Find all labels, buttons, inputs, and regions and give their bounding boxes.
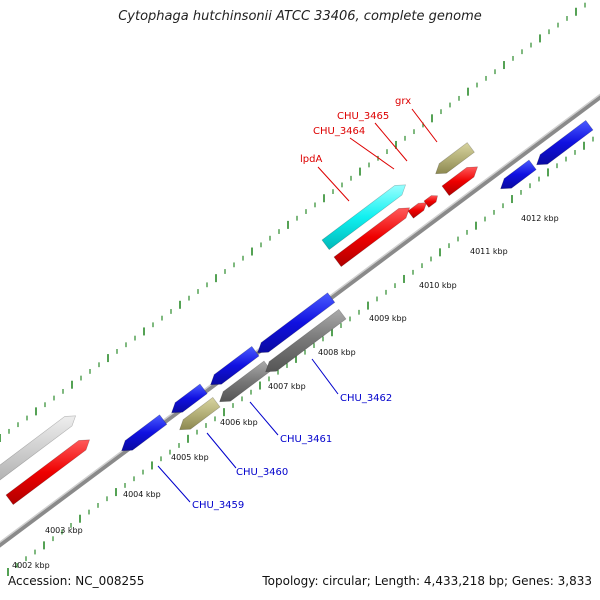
gene-label-reverse: CHU_3461 — [280, 434, 332, 445]
gene-reverse-blue-6 — [536, 119, 594, 166]
label-leader-lines — [157, 108, 438, 503]
leader-line-reverse — [311, 358, 339, 395]
leader-line-reverse — [157, 465, 191, 503]
kbp-label: 4005 kbp — [171, 453, 209, 462]
kbp-label: 4004 kbp — [123, 490, 161, 499]
gene-label-reverse: CHU_3462 — [340, 393, 392, 404]
gene-forward-cyan-lpdA — [321, 184, 407, 251]
kbp-label: 4012 kbp — [521, 214, 559, 223]
gene-label-reverse: CHU_3459 — [192, 500, 244, 511]
gene-forward-red-4 — [423, 195, 438, 208]
gene-reverse-gray-1 — [219, 360, 272, 403]
gene-reverse-blue-4 — [257, 292, 336, 354]
leader-line-forward — [374, 122, 408, 162]
kbp-label: 4003 kbp — [45, 526, 83, 535]
gene-forward-red-2 — [333, 207, 411, 268]
leader-line-forward — [411, 108, 438, 143]
gene-features — [0, 119, 594, 506]
leader-line-reverse — [206, 432, 237, 469]
genome-title: Cytophaga hutchinsonii ATCC 33406, compl… — [118, 9, 482, 24]
gene-label-forward: CHU_3465 — [337, 111, 389, 122]
gene-label-forward: CHU_3464 — [313, 126, 365, 137]
inner-tick-track — [7, 136, 594, 576]
gene-forward-red-5 — [441, 166, 479, 197]
gene-reverse-blue-5 — [500, 159, 537, 190]
gene-label-forward: lpdA — [300, 154, 322, 165]
kbp-label: 4002 kbp — [12, 561, 50, 570]
gene-label-forward: grx — [395, 96, 411, 107]
gene-labels: grx CHU_3465 CHU_3464 lpdA CHU_3459 CHU_3460 C… — [192, 96, 411, 511]
genome-summary: Topology: circular; Length: 4,433,218 bp… — [262, 574, 592, 588]
kbp-label: 4011 kbp — [470, 247, 508, 256]
leader-line-forward — [317, 166, 350, 202]
gene-reverse-blue-2 — [171, 383, 208, 414]
kbp-label: 4007 kbp — [268, 382, 306, 391]
gene-reverse-olive-1 — [179, 396, 221, 431]
gene-forward-olive-grx — [435, 142, 475, 175]
gene-reverse-blue-1 — [121, 414, 168, 452]
leader-line-forward — [349, 137, 395, 170]
outer-tick-track — [0, 2, 586, 442]
kbp-label: 4009 kbp — [369, 314, 407, 323]
gene-forward-red-3 — [407, 202, 428, 219]
gene-forward-red-1 — [5, 439, 91, 506]
gene-label-reverse: CHU_3460 — [236, 467, 288, 478]
gene-forward-lightgray — [0, 415, 77, 481]
kbp-label: 4008 kbp — [318, 348, 356, 357]
kbp-label: 4010 kbp — [419, 281, 457, 290]
gene-reverse-blue-3 — [210, 345, 260, 386]
accession-label: Accession: NC_008255 — [8, 574, 145, 588]
leader-line-reverse — [249, 401, 279, 436]
gene-reverse-gray-2 — [265, 308, 347, 373]
kbp-label: 4006 kbp — [220, 418, 258, 427]
kbp-labels: 4002 kbp 4003 kbp 4004 kbp 4005 kbp 4006 kbp… — [12, 214, 559, 570]
